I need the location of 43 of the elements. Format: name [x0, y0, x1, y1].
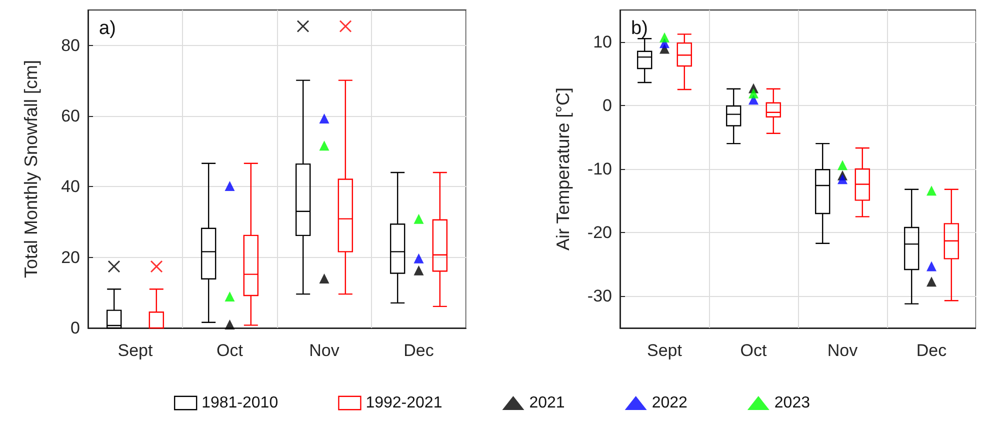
y-tick-label: -10	[587, 160, 612, 178]
point	[660, 32, 670, 42]
y-tick-label: -30	[587, 286, 612, 306]
point	[926, 186, 936, 196]
point	[926, 261, 936, 272]
x-tick-label: Dec	[916, 341, 948, 360]
legend-label: 1992-2021	[366, 394, 442, 412]
y-tick-label: -20	[587, 223, 612, 242]
legend-label: 2022	[652, 394, 688, 412]
point	[224, 319, 235, 330]
point	[838, 174, 848, 184]
point	[224, 292, 235, 302]
y-tick-label: 0	[602, 96, 612, 115]
point	[224, 180, 235, 191]
point	[748, 88, 758, 98]
y-tick-label: 80	[61, 36, 80, 55]
x-tick-label: Nov	[309, 341, 340, 360]
point	[414, 265, 424, 276]
x-tick-label: Nov	[827, 341, 858, 360]
x-tick-label: Sept	[118, 341, 154, 360]
y-tick-label: 0	[70, 318, 80, 338]
legend-label: 2021	[529, 394, 565, 412]
y-axis-title: Total Monthly Snowfall [cm]	[21, 60, 41, 278]
y-tick-label: 20	[61, 248, 80, 267]
point	[414, 214, 424, 224]
y-axis-title: Air Temperature [°C]	[553, 88, 573, 250]
x-tick-label: Sept	[647, 341, 682, 360]
y-tick-label: 60	[61, 106, 80, 126]
y-tick-label: 40	[61, 177, 80, 196]
point	[319, 140, 330, 151]
point	[838, 160, 848, 170]
x-tick-label: Dec	[404, 341, 434, 360]
x-tick-label: Oct	[216, 341, 244, 360]
legend-label: 1981-2010	[202, 394, 278, 412]
chart-title: a)	[99, 18, 116, 39]
point	[926, 276, 936, 287]
point	[319, 113, 330, 124]
x-tick-label: Oct	[740, 341, 767, 360]
point	[414, 253, 424, 264]
point	[319, 274, 330, 284]
y-tick-label: 10	[593, 32, 612, 52]
chart-title: b)	[631, 18, 648, 39]
legend-label: 2023	[774, 394, 810, 412]
